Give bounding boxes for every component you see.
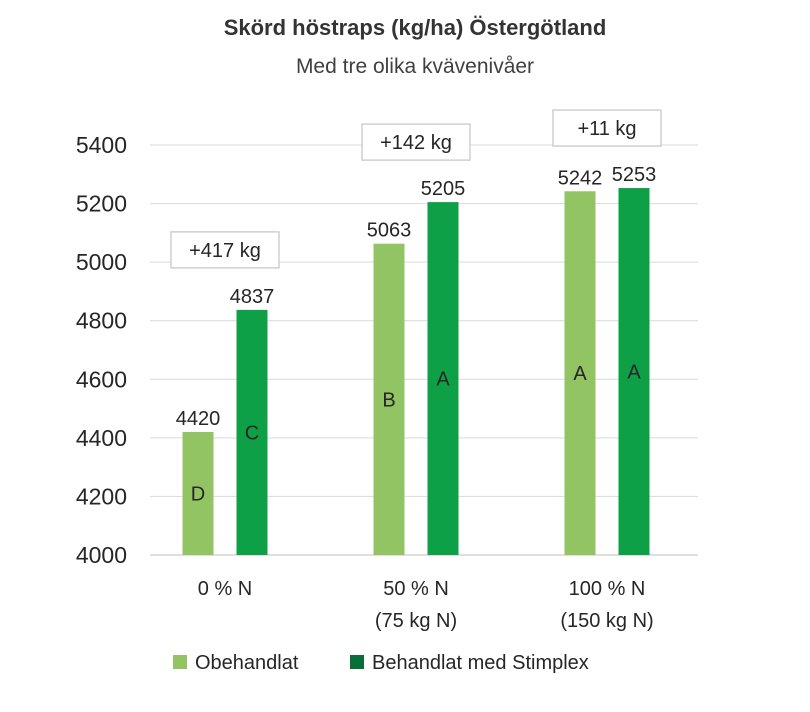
y-tick-label: 5000 — [76, 249, 127, 275]
annotation-text: +417 kg — [189, 240, 261, 262]
legend: Obehandlat Behandlat med Stimplex — [173, 652, 589, 674]
gridlines — [150, 144, 698, 556]
bar — [427, 202, 459, 555]
x-tick-label: 100 % N — [569, 578, 646, 600]
bar — [618, 188, 650, 556]
chart-title: Skörd höstraps (kg/ha) Östergötland — [224, 15, 607, 40]
legend-label: Obehandlat — [195, 652, 299, 674]
bar-value-label: 5063 — [367, 220, 412, 242]
bar — [236, 309, 268, 555]
legend-swatch — [173, 655, 187, 669]
annotation-text: +11 kg — [577, 118, 636, 140]
y-tick-label: 4800 — [76, 308, 127, 334]
bar-group-letter: D — [191, 484, 205, 506]
x-tick-label: 0 % N — [198, 578, 252, 600]
bar — [182, 432, 214, 555]
bar-value-label: 5253 — [612, 164, 657, 186]
bar-group-letter: C — [245, 422, 259, 444]
difference-annotations: +417 kg +142 kg +11 kg — [170, 109, 662, 269]
y-tick-label: 4600 — [76, 366, 127, 392]
bars: 4420 D 5063 B 5242 A 4837 C 5205 A 5253 A — [176, 164, 657, 556]
bar-group-letter: A — [627, 362, 641, 384]
x-tick-label: (150 kg N) — [560, 610, 653, 632]
y-tick-label: 4000 — [76, 542, 127, 568]
x-tick-label: 50 % N — [383, 578, 449, 600]
annotation-box — [170, 231, 280, 269]
annotation-box — [361, 123, 471, 161]
legend-swatch — [350, 655, 364, 669]
bar-group-letter: B — [382, 389, 395, 411]
bar-group-letter: A — [436, 369, 450, 391]
legend-label: Behandlat med Stimplex — [372, 652, 589, 674]
y-axis-ticks: 4000 4200 4400 4600 4800 5000 5200 5400 — [76, 132, 127, 568]
y-tick-label: 4200 — [76, 483, 127, 509]
bar-group-letter: A — [573, 363, 587, 385]
bar-value-label: 4837 — [230, 286, 275, 308]
bar — [564, 191, 596, 555]
annotation-text: +142 kg — [380, 132, 452, 154]
bar-value-label: 4420 — [176, 408, 221, 430]
y-tick-label: 5400 — [76, 132, 127, 158]
y-tick-label: 4400 — [76, 425, 127, 451]
annotation-box — [552, 109, 662, 147]
y-tick-label: 5200 — [76, 191, 127, 217]
bar-value-label: 5205 — [421, 178, 466, 200]
bar-value-label: 5242 — [558, 167, 603, 189]
bar — [373, 243, 405, 555]
chart-subtitle: Med tre olika kvävenivåer — [296, 55, 534, 78]
x-tick-label: (75 kg N) — [375, 610, 457, 632]
x-axis-ticks: 0 % N 50 % N (75 kg N) 100 % N (150 kg N) — [198, 578, 654, 632]
